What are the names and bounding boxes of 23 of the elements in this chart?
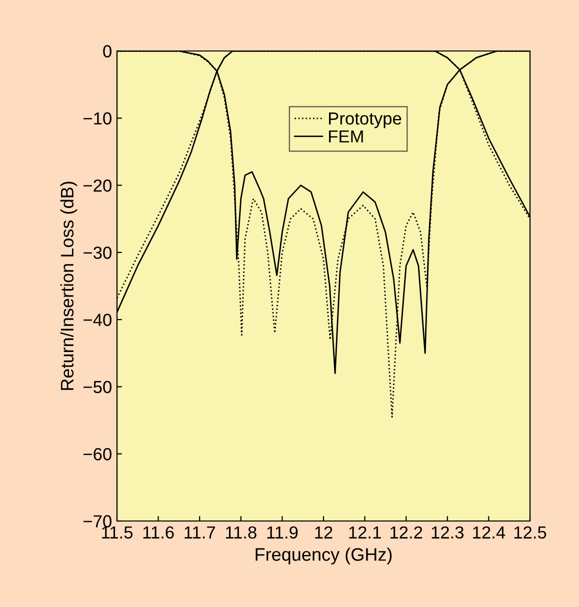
x-tick-label: 11.5 [102,526,133,539]
x-tick-label: 11.6 [143,526,174,539]
y-tick-label: −60 [84,448,112,460]
x-tick-label: 12.3 [432,526,464,539]
x-tick-label: 12.5 [514,526,546,539]
x-tick-label: 12 [315,526,332,538]
y-axis-title: Return/Insertion Loss (dB) [60,182,78,390]
x-axis-title: Frequency (GHz) [256,548,392,564]
legend-label: FEM [329,130,363,142]
y-tick-label: −30 [84,246,112,259]
x-tick-label: 12.1 [349,526,381,538]
y-tick-label: −40 [84,314,112,326]
x-tick-label: 12.2 [390,526,422,538]
y-tick-label: −10 [84,112,112,125]
y-tick-label: −70 [84,515,112,528]
x-tick-label: 11.7 [184,526,215,538]
x-tick-label: 11.9 [267,526,298,539]
legend-label: Prototype [329,112,402,128]
x-tick-label: 12.4 [473,526,506,538]
y-tick-label: −50 [84,380,112,394]
y-tick-label: −20 [84,179,112,192]
y-tick-label: 0 [103,45,112,58]
x-tick-label: 11.8 [226,526,256,539]
